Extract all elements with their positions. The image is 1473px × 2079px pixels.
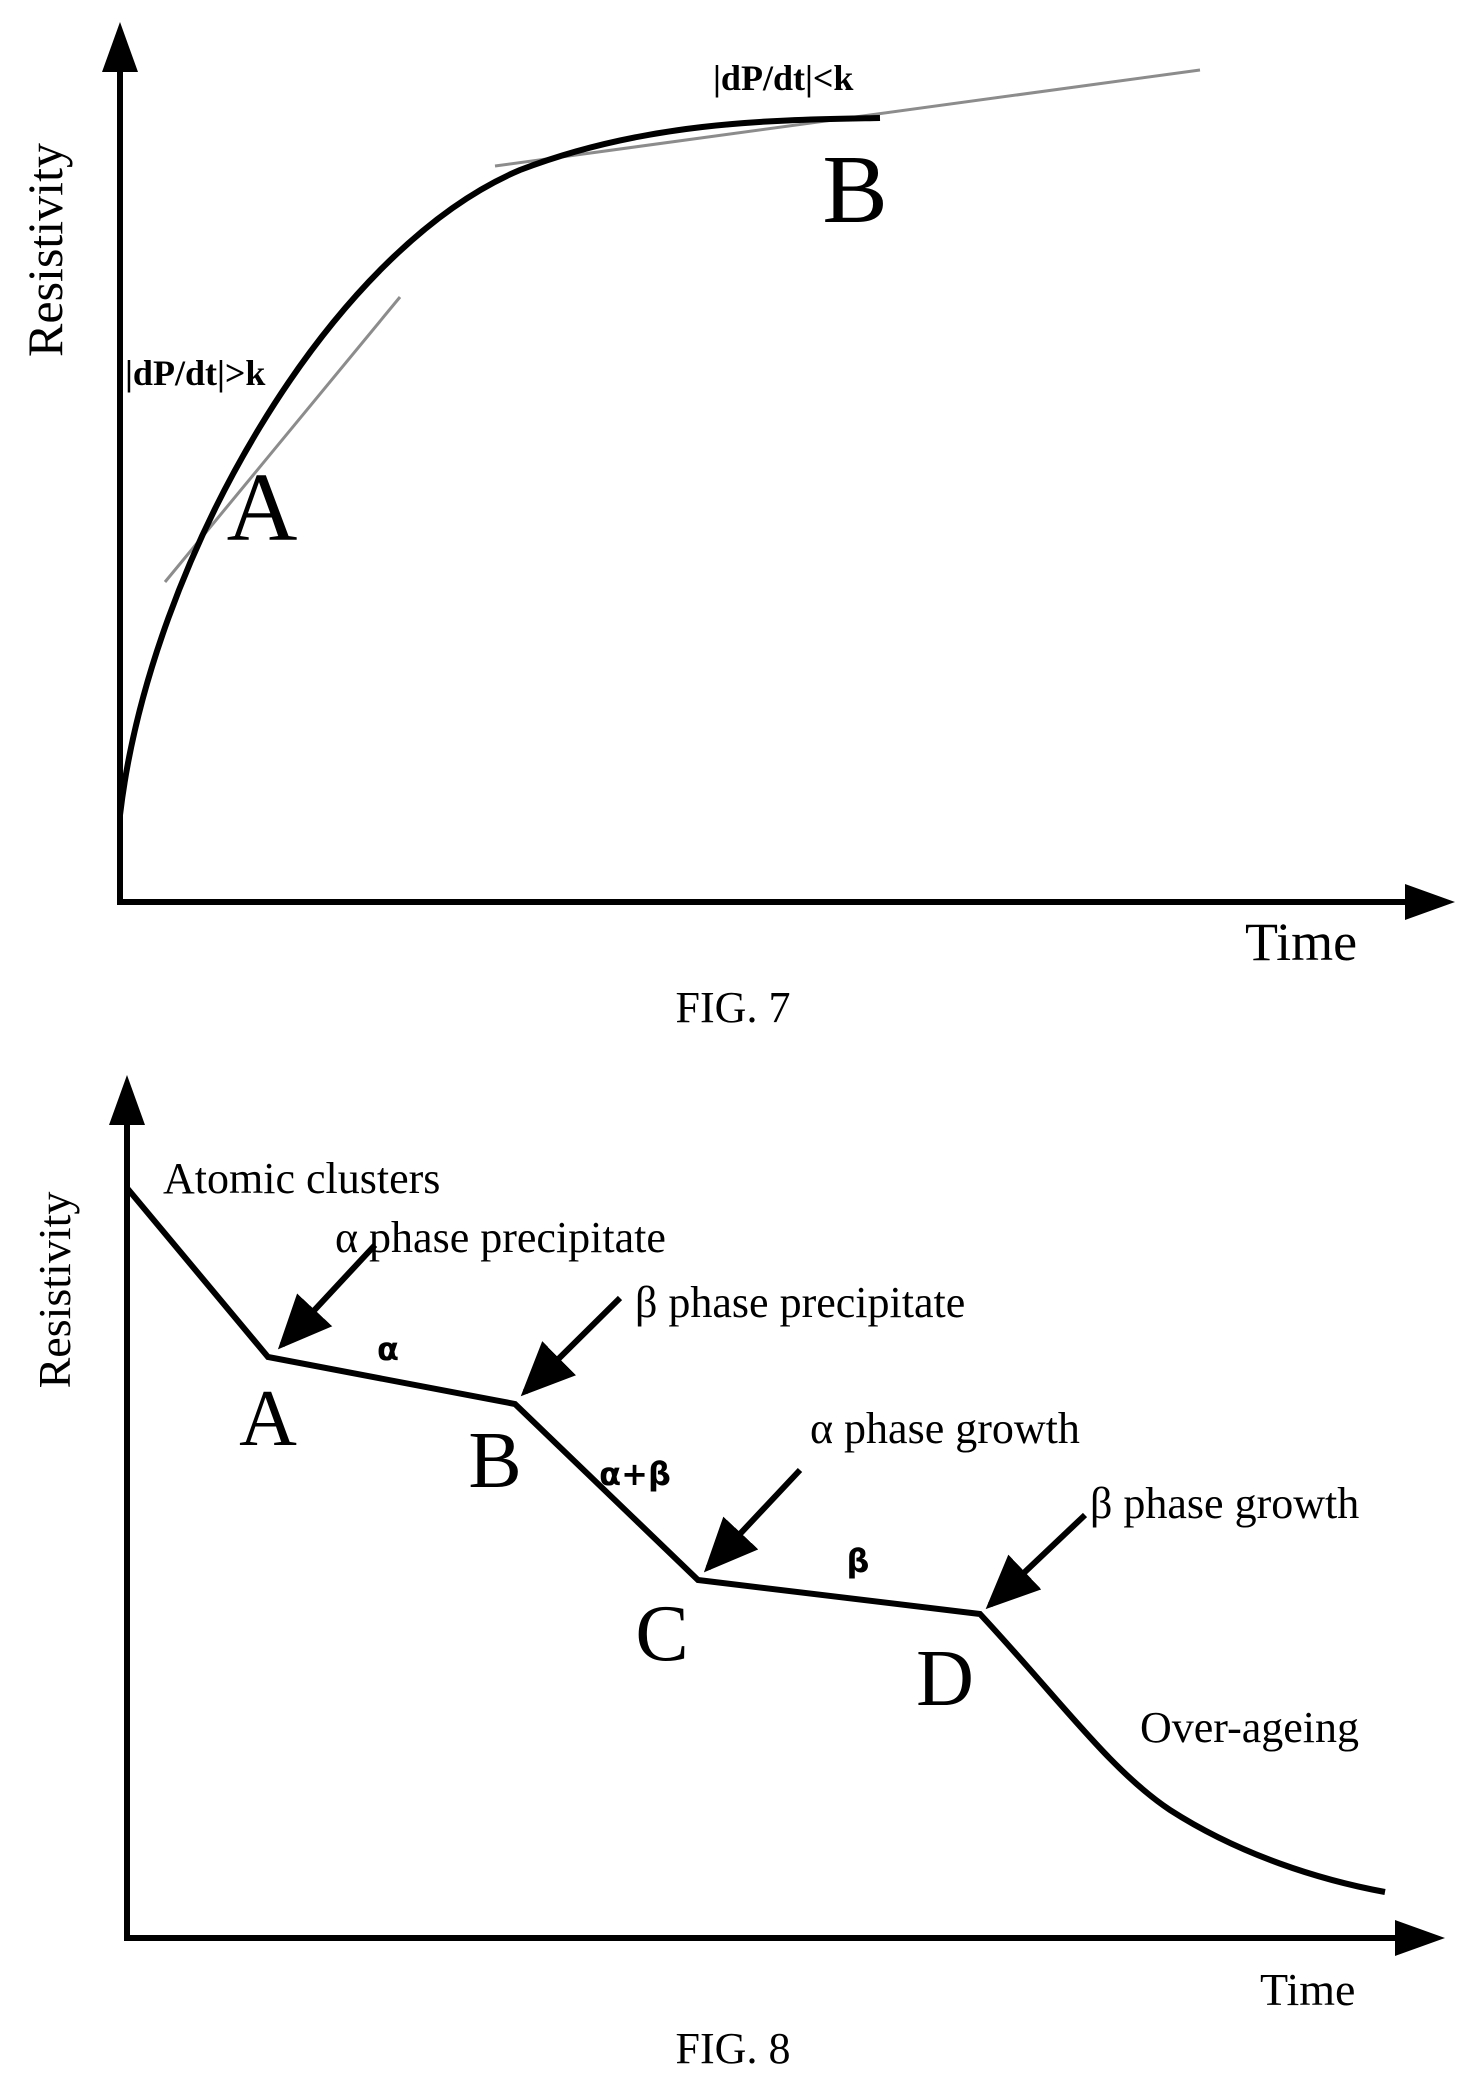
fig7-point-a-label: A — [227, 454, 298, 562]
fig8-arrow-beta-precipitate — [520, 1295, 623, 1397]
fig7-slope-label-a: |dP/dt|>k — [125, 353, 265, 393]
fig8-resistivity-curve — [124, 1186, 1386, 1895]
fig8-segment-beta: β — [847, 1542, 870, 1580]
fig7-slope-label-b: |dP/dt|<k — [713, 58, 853, 98]
fig7-point-b-label: B — [822, 136, 887, 244]
fig7-x-axis-arrow — [1405, 884, 1455, 920]
fig8-label-alpha-precipitate: α phase precipitate — [335, 1213, 666, 1262]
fig8: Resistivity Time Atomic clusters α phase… — [29, 1075, 1445, 2073]
fig7-y-axis-arrow — [102, 22, 138, 72]
fig8-point-d-label: D — [916, 1635, 974, 1723]
fig8-y-axis-arrow — [109, 1075, 145, 1125]
fig8-segment-alpha-beta: α+β — [599, 1455, 671, 1493]
fig8-point-c-label: C — [635, 1590, 688, 1678]
fig8-label-beta-growth: β phase growth — [1090, 1479, 1359, 1528]
fig8-label-atomic-clusters: Atomic clusters — [163, 1154, 440, 1203]
fig8-point-a-label: A — [239, 1375, 297, 1463]
fig8-x-axis-arrow — [1395, 1920, 1445, 1956]
fig7-y-label: Resistivity — [17, 143, 73, 357]
fig8-arrow-alpha-precipitate — [277, 1242, 378, 1350]
fig7: Resistivity Time |dP/dt|>k |dP/dt|<k A B… — [17, 22, 1455, 1032]
fig8-arrow-beta-growth — [985, 1512, 1088, 1610]
fig8-caption: FIG. 8 — [676, 2024, 791, 2073]
fig8-label-over-ageing: Over-ageing — [1140, 1703, 1359, 1752]
fig7-x-label: Time — [1245, 912, 1357, 972]
fig8-x-label: Time — [1260, 1964, 1355, 2015]
fig8-label-alpha-growth: α phase growth — [810, 1404, 1080, 1453]
fig7-caption: FIG. 7 — [676, 983, 791, 1032]
fig8-label-beta-precipitate: β phase precipitate — [635, 1278, 965, 1327]
fig8-point-b-label: B — [468, 1417, 521, 1505]
fig8-segment-alpha: α — [377, 1330, 399, 1368]
fig8-y-label: Resistivity — [29, 1192, 80, 1389]
fig7-resistivity-curve — [117, 115, 881, 816]
fig8-arrow-alpha-growth — [703, 1467, 803, 1573]
